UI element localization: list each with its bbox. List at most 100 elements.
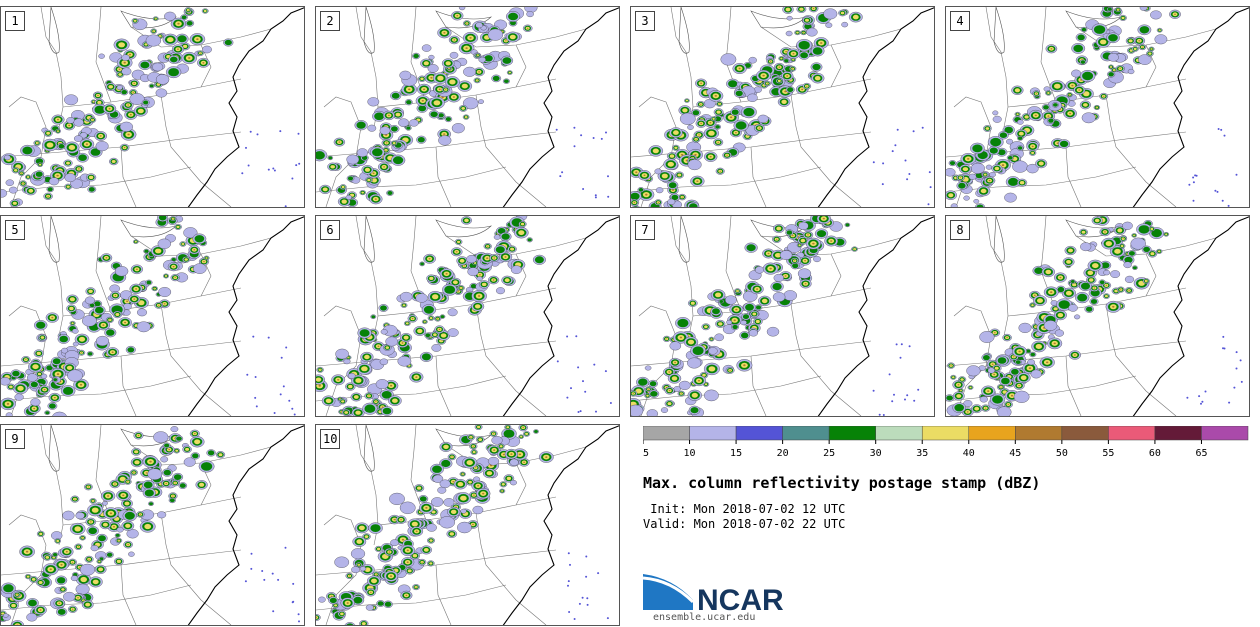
reflectivity-cell: [872, 389, 875, 392]
reflectivity-cell: [385, 336, 398, 347]
reflectivity-cell: [667, 161, 674, 167]
reflectivity-cell: [40, 336, 45, 339]
reflectivity-cell: [993, 373, 996, 376]
reflectivity-cell: [900, 343, 903, 346]
reflectivity-cell: [3, 584, 14, 593]
reflectivity-cell: [438, 328, 441, 330]
reflectivity-cell: [138, 300, 145, 306]
reflectivity-cell: [720, 53, 737, 66]
reflectivity-cell: [406, 549, 409, 552]
reflectivity-cell: [913, 399, 916, 402]
reflectivity-cell: [1014, 88, 1020, 93]
colorbar-swatch: [828, 426, 876, 441]
reflectivity-cell: [744, 63, 751, 68]
reflectivity-cell: [783, 290, 797, 301]
reflectivity-cell: [1056, 142, 1059, 144]
reflectivity-cell: [758, 127, 761, 129]
reflectivity-cell: [403, 335, 409, 340]
reflectivity-cell: [687, 124, 694, 130]
reflectivity-cell: [79, 132, 88, 139]
state-border: [355, 7, 379, 128]
reflectivity-cell: [1117, 228, 1123, 233]
reflectivity-cell: [95, 335, 110, 347]
reflectivity-cell: [812, 47, 823, 55]
reflectivity-cell: [742, 314, 750, 320]
state-border: [435, 146, 452, 207]
coastline: [187, 7, 304, 207]
reflectivity-cell: [291, 601, 294, 604]
reflectivity-cell: [428, 258, 431, 260]
reflectivity-cell: [1090, 299, 1098, 304]
reflectivity-cell: [756, 288, 759, 290]
reflectivity-cell: [429, 317, 433, 320]
reflectivity-cell: [66, 365, 73, 370]
reflectivity-cell: [367, 124, 377, 132]
reflectivity-cell: [165, 275, 167, 277]
reflectivity-cell: [735, 132, 737, 134]
reflectivity-cell: [65, 550, 68, 553]
reflectivity-cell: [415, 530, 418, 533]
reflectivity-cell: [374, 112, 384, 121]
reflectivity-cell: [75, 512, 85, 520]
reflectivity-cell: [94, 105, 106, 114]
reflectivity-cell: [585, 555, 588, 558]
reflectivity-cell: [5, 179, 14, 186]
reflectivity-cell: [509, 479, 517, 486]
reflectivity-cell: [472, 445, 474, 447]
colorbar-swatch: [1154, 426, 1202, 441]
reflectivity-cell: [882, 162, 885, 165]
reflectivity-cell: [1086, 306, 1093, 312]
reflectivity-cell: [638, 188, 644, 192]
reflectivity-cell: [573, 126, 576, 129]
colorbar-tick-label: 25: [823, 448, 835, 459]
reflectivity-cell: [972, 144, 983, 153]
reflectivity-cell: [586, 597, 589, 600]
reflectivity-cell: [1120, 245, 1124, 247]
reflectivity-cell: [165, 482, 167, 485]
reflectivity-cell: [946, 168, 956, 177]
reflectivity-cell: [108, 85, 113, 89]
reflectivity-cell: [506, 476, 512, 481]
reflectivity-cell: [962, 167, 969, 172]
reflectivity-cell: [1054, 83, 1061, 89]
reflectivity-cell: [26, 612, 38, 622]
reflectivity-cell: [1089, 278, 1094, 282]
reflectivity-cell: [1216, 190, 1219, 193]
reflectivity-cell: [1235, 367, 1238, 370]
reflectivity-cell: [696, 180, 699, 182]
reflectivity-cell: [1047, 92, 1050, 94]
reflectivity-cell: [372, 148, 383, 157]
reflectivity-cell: [1235, 173, 1238, 176]
reflectivity-cell: [372, 172, 375, 175]
reflectivity-cell: [661, 173, 668, 179]
reflectivity-cell: [421, 353, 431, 361]
reflectivity-cell: [47, 187, 53, 192]
colorbar-swatch: [689, 426, 737, 441]
reflectivity-cell: [668, 371, 671, 373]
reflectivity-cell: [908, 345, 911, 348]
reflectivity-cell: [649, 381, 657, 387]
reflectivity-cell: [66, 185, 70, 188]
reflectivity-cell: [595, 410, 597, 413]
reflectivity-cell: [114, 483, 116, 485]
reflectivity-cell: [409, 119, 419, 127]
reflectivity-cell: [475, 467, 477, 469]
reflectivity-cell: [371, 315, 376, 319]
reflectivity-cell: [1200, 402, 1202, 405]
reflectivity-cell: [267, 336, 270, 339]
reflectivity-cell: [457, 482, 464, 487]
reflectivity-cell: [1031, 304, 1034, 307]
reflectivity-cell: [144, 249, 149, 253]
coastline: [502, 216, 619, 416]
reflectivity-cell: [798, 244, 801, 247]
reflectivity-cell: [116, 526, 124, 533]
reflectivity-cell: [447, 328, 459, 337]
reflectivity-cell: [518, 453, 522, 456]
reflectivity-cell: [1122, 221, 1133, 230]
reflectivity-cell: [737, 290, 738, 292]
reflectivity-cell: [823, 8, 838, 20]
reflectivity-cell: [1105, 284, 1107, 286]
reflectivity-cell: [438, 113, 444, 118]
reflectivity-cell: [481, 282, 487, 287]
reflectivity-cell: [26, 176, 30, 178]
